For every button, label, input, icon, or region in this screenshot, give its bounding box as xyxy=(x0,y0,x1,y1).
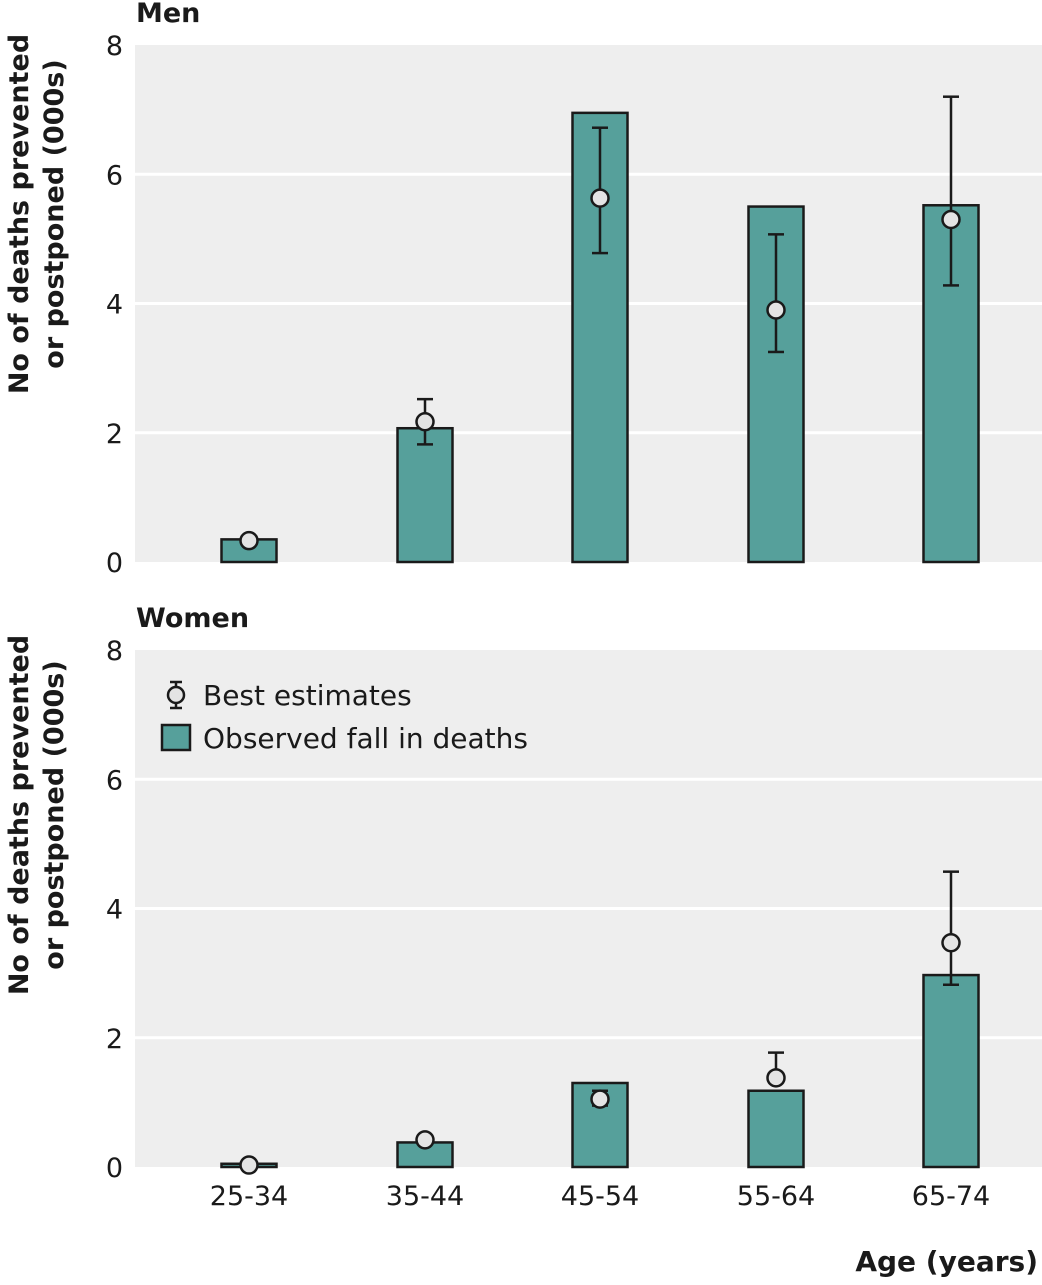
estimate-point-35-44 xyxy=(415,1130,435,1150)
y-axis-label: No of deaths prevented or postponed (000s… xyxy=(4,635,70,995)
legend: Best estimates Observed fall in deaths xyxy=(160,679,528,755)
estimate-point-55-64 xyxy=(766,300,786,320)
y-tick-label: 8 xyxy=(106,636,123,667)
y-tick-label: 6 xyxy=(106,765,123,796)
estimate-point-35-44 xyxy=(415,412,435,432)
y-axis-label-line: or postponed (000s) xyxy=(39,660,70,969)
y-tick-label: 4 xyxy=(106,290,123,321)
legend-estimate-symbol xyxy=(166,685,186,705)
x-tick-label: 55-64 xyxy=(737,1181,815,1212)
estimate-point-45-54 xyxy=(590,1089,610,1109)
y-axis-label-line: No of deaths prevented xyxy=(4,34,35,394)
y-tick-label: 4 xyxy=(106,895,123,926)
x-axis-label: Age (years) xyxy=(855,1245,1038,1278)
estimate-point-65-74 xyxy=(941,933,961,953)
y-axis-label-line: No of deaths prevented xyxy=(4,635,35,995)
bar-35-44 xyxy=(396,426,454,564)
y-axis-label: No of deaths prevented or postponed (000s… xyxy=(4,34,70,394)
panel-title: Men xyxy=(136,0,200,29)
bar-65-74 xyxy=(922,973,980,1169)
y-tick-label: 2 xyxy=(106,1024,123,1055)
panel-men: 0 2 4 6 8 Men No of deaths prevented or postpon… xyxy=(4,0,1042,579)
legend-bar-symbol xyxy=(160,723,192,752)
x-tick-label: 65-74 xyxy=(912,1181,990,1212)
panel-title: Women xyxy=(136,603,249,634)
legend-label-best-estimates: Best estimates xyxy=(203,679,412,712)
y-tick-label: 6 xyxy=(106,160,123,191)
y-tick-label: 0 xyxy=(106,1153,123,1184)
x-tick-label: 35-44 xyxy=(386,1181,464,1212)
estimate-point-65-74 xyxy=(941,209,961,230)
estimate-point-45-54 xyxy=(590,188,610,208)
y-axis-label-line: or postponed (000s) xyxy=(39,59,70,368)
y-tick-label: 8 xyxy=(106,31,123,62)
estimate-point-55-64 xyxy=(766,1068,786,1088)
bar-55-64 xyxy=(747,1089,805,1169)
y-tick-label: 2 xyxy=(106,419,123,450)
x-tick-label: 25-34 xyxy=(210,1181,288,1212)
y-tick-label: 0 xyxy=(106,548,123,579)
panel-women: 0 2 4 6 8 Women No of deaths prevented or postp… xyxy=(4,603,1042,1278)
x-tick-label: 45-54 xyxy=(561,1181,639,1212)
legend-label-observed-fall: Observed fall in deaths xyxy=(203,722,528,755)
estimate-point-25-34 xyxy=(239,530,259,551)
estimate-point-25-34 xyxy=(239,1155,259,1175)
